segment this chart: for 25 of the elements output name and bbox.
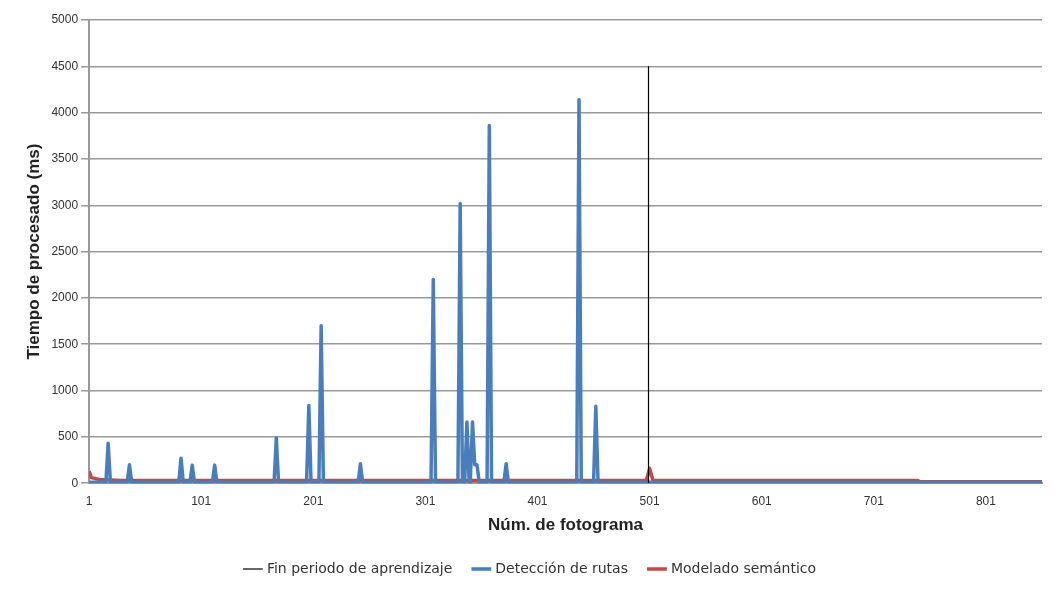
y-tick-label: 500	[58, 429, 79, 444]
y-tick-label: 0	[71, 475, 79, 490]
y-tick-label: 3500	[51, 151, 79, 166]
x-tick-label: 701	[863, 493, 885, 508]
y-tick-label: 2000	[51, 290, 79, 305]
x-tick-label: 1	[85, 493, 93, 508]
y-tick-label: 4500	[51, 58, 79, 73]
y-tick-label: 5000	[51, 12, 79, 27]
x-tick-label: 201	[303, 493, 324, 508]
y-tick-label: 1000	[51, 382, 79, 397]
y-tick-label: 2500	[51, 243, 79, 258]
x-tick-label: 101	[191, 493, 212, 508]
y-tick-label: 3000	[51, 197, 79, 212]
x-axis-title: Núm. de fotograma	[488, 515, 644, 535]
y-tick-label: 1500	[51, 336, 79, 351]
x-tick-label: 301	[415, 493, 436, 508]
x-tick-label: 801	[975, 493, 997, 508]
y-axis-title: Tiempo de procesado (ms)	[23, 143, 43, 360]
x-tick-label: 601	[751, 493, 773, 508]
x-tick-label: 501	[639, 493, 660, 508]
y-tick-label: 4000	[51, 104, 79, 119]
legend-label: Detección de rutas	[495, 559, 628, 576]
legend-label: Fin periodo de aprendizaje	[266, 559, 453, 576]
legend-label: Modelado semántico	[670, 559, 817, 576]
x-tick-label: 401	[527, 493, 548, 508]
